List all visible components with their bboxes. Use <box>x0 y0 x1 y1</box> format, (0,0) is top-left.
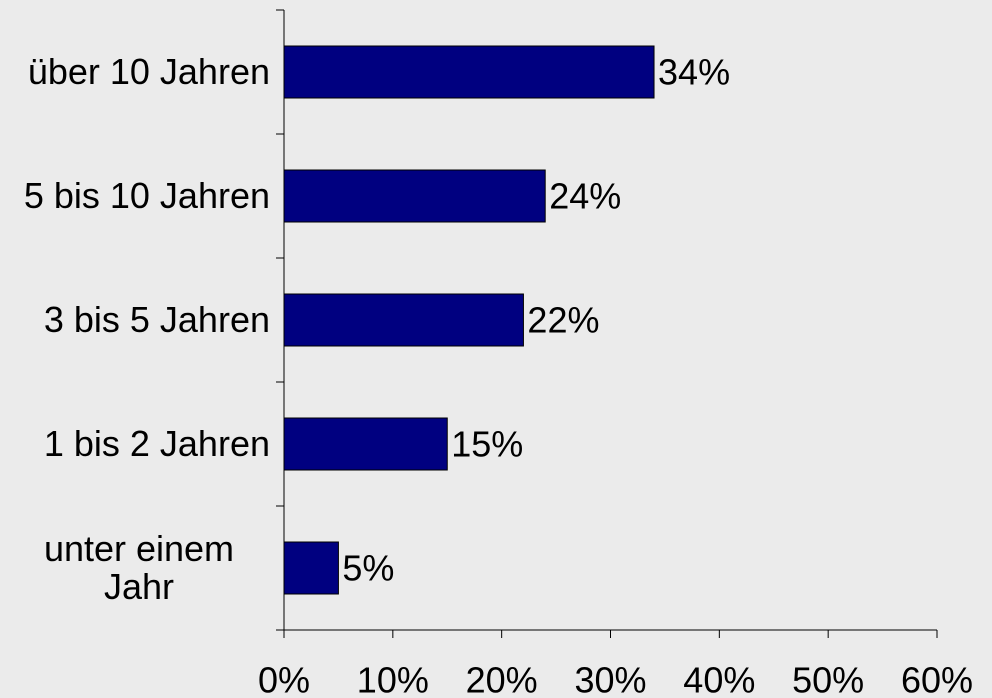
value-label: 34% <box>658 52 730 93</box>
x-tick-label: 60% <box>901 660 973 698</box>
bar <box>283 169 546 223</box>
x-tick-label: 10% <box>357 660 429 698</box>
y-tick-label: über 10 Jahren <box>27 51 270 92</box>
value-label: 15% <box>451 424 523 465</box>
x-tick-label: 50% <box>792 660 864 698</box>
x-tick-label: 40% <box>683 660 755 698</box>
bar <box>283 541 339 595</box>
x-tick-label: 20% <box>466 660 538 698</box>
y-tick-label: 5 bis 10 Jahren <box>23 175 270 216</box>
category-label-box: 5 bis 10 Jahren <box>23 175 270 216</box>
y-tick-label: 3 bis 5 Jahren <box>43 299 270 340</box>
bar <box>283 293 524 347</box>
category-label-box: 1 bis 2 Jahren <box>43 423 270 464</box>
x-tick-label: 0% <box>258 660 310 698</box>
category-label-box: unter einem Jahr <box>43 528 235 607</box>
category-label-box: 3 bis 5 Jahren <box>43 299 270 340</box>
value-label: 5% <box>342 548 394 589</box>
bar <box>283 417 448 471</box>
category-label-box: über 10 Jahren <box>27 51 270 92</box>
value-label: 22% <box>527 300 599 341</box>
y-tick-label: 1 bis 2 Jahren <box>43 423 270 464</box>
x-tick-label: 30% <box>574 660 646 698</box>
value-label: 24% <box>549 176 621 217</box>
y-tick-label: unter einem Jahr <box>43 528 235 607</box>
bar <box>283 45 655 99</box>
